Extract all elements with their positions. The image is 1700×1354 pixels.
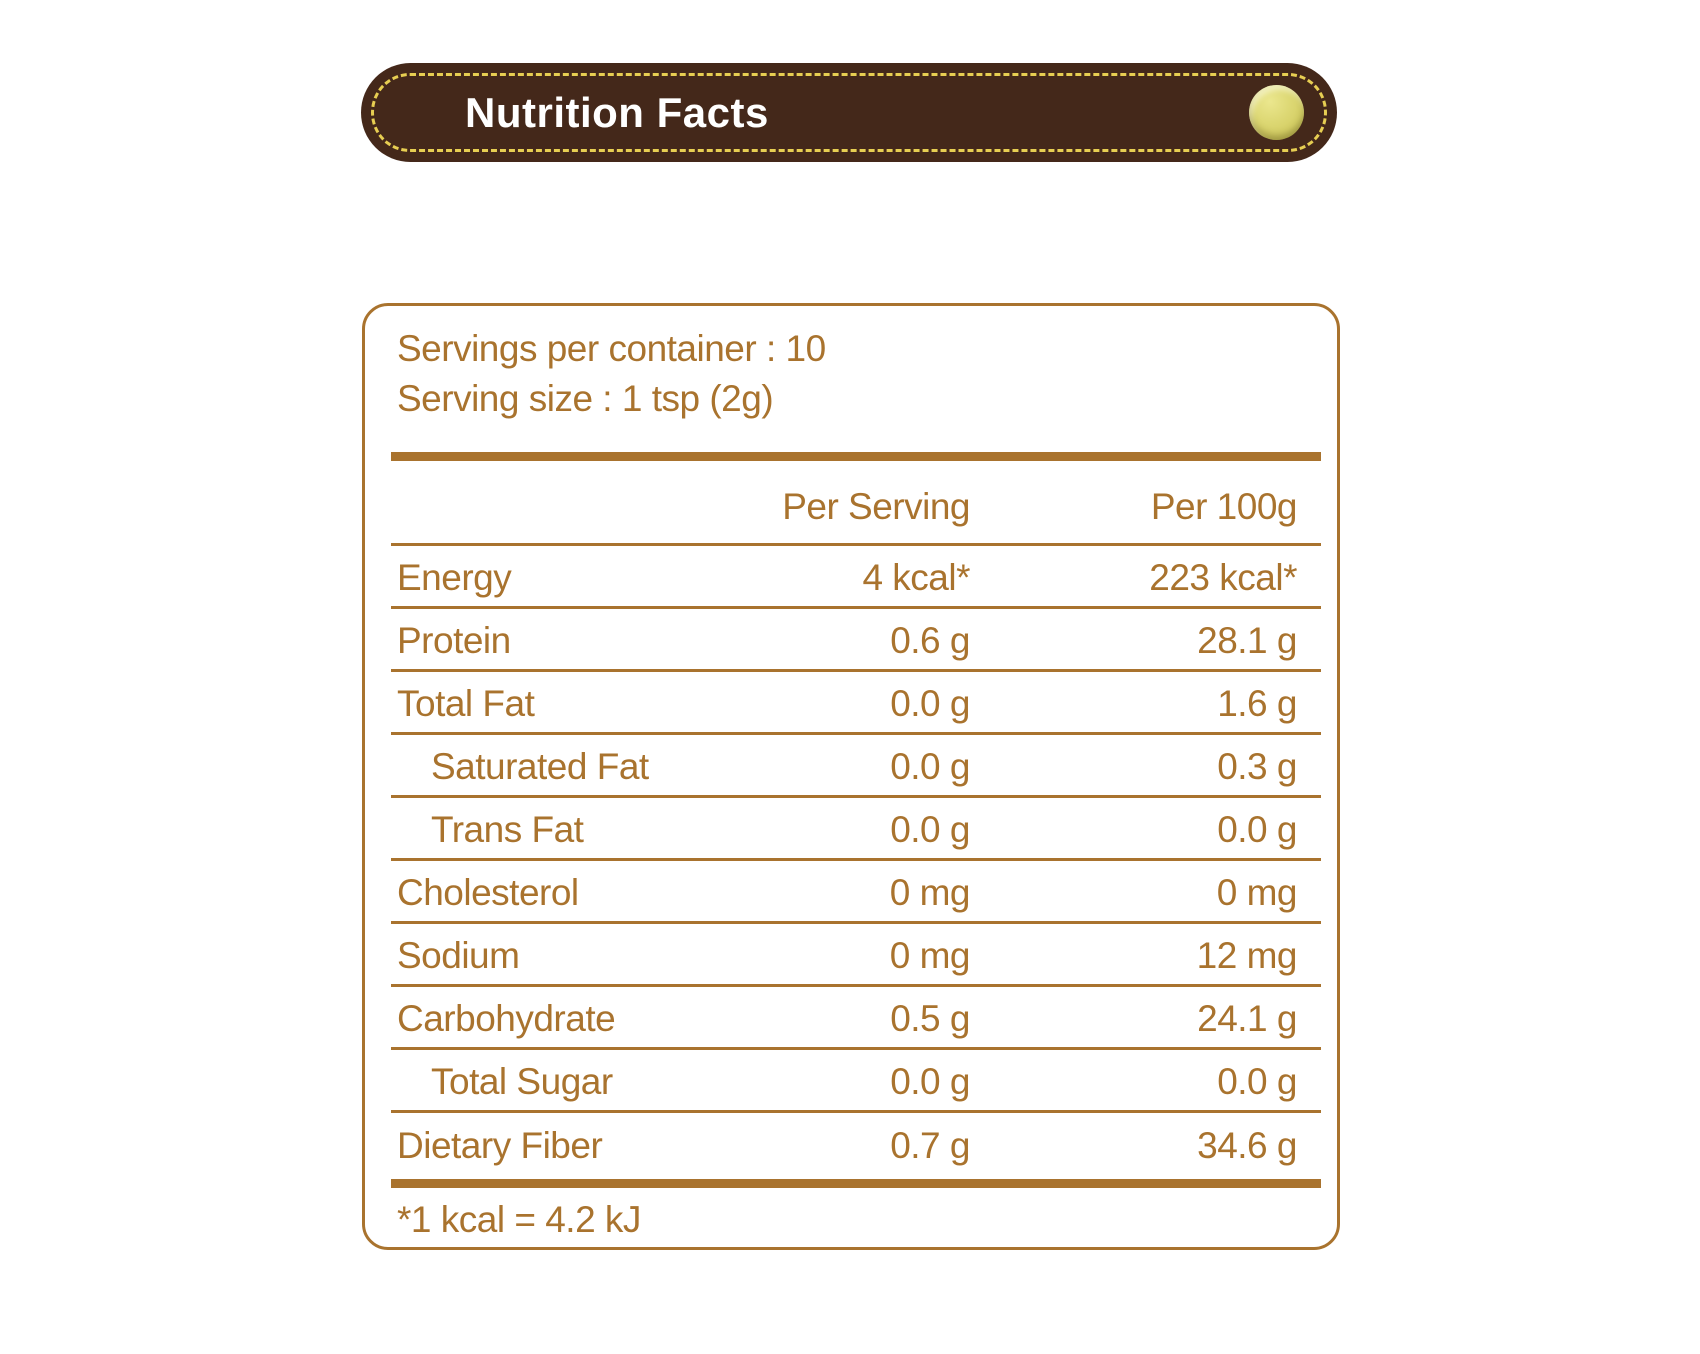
- per-serving-value: 0.0 g: [890, 808, 970, 850]
- per-serving-value: 0 mg: [889, 934, 971, 976]
- per-100g-value: 24.1 g: [1197, 997, 1297, 1039]
- table-row-dietary-fiber: Dietary Fiber 0.7 g 34.6 g: [365, 1113, 1337, 1179]
- dashed-stitch-border: [371, 73, 1327, 152]
- per-100g-value: 0.3 g: [1217, 745, 1297, 787]
- per-serving-value: 0.0 g: [890, 682, 970, 724]
- servings-per-container: Servings per container : 10: [397, 328, 826, 369]
- kcal-footnote: *1 kcal = 4.2 kJ: [397, 1199, 641, 1240]
- table-row-cholesterol: Cholesterol 0 mg 0 mg: [365, 861, 1337, 924]
- nutrition-facts-card: Servings per container : 10 Serving size…: [362, 303, 1340, 1250]
- per-serving-value: 0 mg: [889, 871, 971, 913]
- nutrient-label: Cholesterol: [397, 871, 579, 913]
- nutrient-label: Energy: [397, 556, 512, 598]
- nutrient-label: Total Fat: [397, 682, 535, 724]
- per-100g-value: 0.0 g: [1217, 808, 1297, 850]
- per-100g-value: 0 mg: [1216, 871, 1298, 913]
- nutrient-table: Energy 4 kcal* 223 kcal* Protein 0.6 g 2…: [365, 546, 1337, 1179]
- table-row-energy: Energy 4 kcal* 223 kcal*: [365, 546, 1337, 609]
- nutrient-label: Saturated Fat: [431, 745, 649, 787]
- per-100g-value: 34.6 g: [1197, 1125, 1297, 1166]
- table-row-protein: Protein 0.6 g 28.1 g: [365, 609, 1337, 672]
- table-row-total-sugar: Total Sugar 0.0 g 0.0 g: [365, 1050, 1337, 1113]
- divider-thick-top: [391, 452, 1321, 461]
- table-row-sodium: Sodium 0 mg 12 mg: [365, 924, 1337, 987]
- nutrition-facts-header: Nutrition Facts: [361, 63, 1337, 162]
- table-row-carbohydrate: Carbohydrate 0.5 g 24.1 g: [365, 987, 1337, 1050]
- column-header-row: Per Serving Per 100g: [365, 461, 1337, 546]
- per-100g-value: 1.6 g: [1217, 682, 1297, 724]
- nutrient-label: Protein: [397, 619, 511, 661]
- yellow-stud-icon: [1249, 85, 1304, 140]
- per-100g-value: 223 kcal*: [1149, 556, 1297, 598]
- page-title: Nutrition Facts: [465, 88, 769, 136]
- nutrient-label: Sodium: [397, 934, 520, 976]
- column-header-per-serving: Per Serving: [782, 486, 970, 527]
- nutrient-label: Trans Fat: [431, 808, 584, 850]
- table-row-total-fat: Total Fat 0.0 g 1.6 g: [365, 672, 1337, 735]
- serving-info: Servings per container : 10 Serving size…: [365, 306, 1337, 424]
- per-serving-value: 0.0 g: [890, 745, 970, 787]
- divider-thick-bottom: [391, 1179, 1321, 1188]
- nutrient-label: Total Sugar: [431, 1060, 613, 1102]
- per-100g-value: 28.1 g: [1197, 619, 1297, 661]
- per-serving-value: 4 kcal*: [862, 556, 970, 598]
- table-row-saturated-fat: Saturated Fat 0.0 g 0.3 g: [365, 735, 1337, 798]
- per-serving-value: 0.5 g: [890, 997, 970, 1039]
- serving-size: Serving size : 1 tsp (2g): [397, 378, 774, 419]
- nutrient-label: Dietary Fiber: [397, 1125, 603, 1166]
- per-serving-value: 0.0 g: [890, 1060, 970, 1102]
- table-row-trans-fat: Trans Fat 0.0 g 0.0 g: [365, 798, 1337, 861]
- per-100g-value: 12 mg: [1196, 934, 1298, 976]
- per-serving-value: 0.7 g: [890, 1125, 970, 1166]
- per-serving-value: 0.6 g: [890, 619, 970, 661]
- column-header-per-100g: Per 100g: [1150, 486, 1298, 527]
- nutrient-label: Carbohydrate: [397, 997, 616, 1039]
- per-100g-value: 0.0 g: [1217, 1060, 1297, 1102]
